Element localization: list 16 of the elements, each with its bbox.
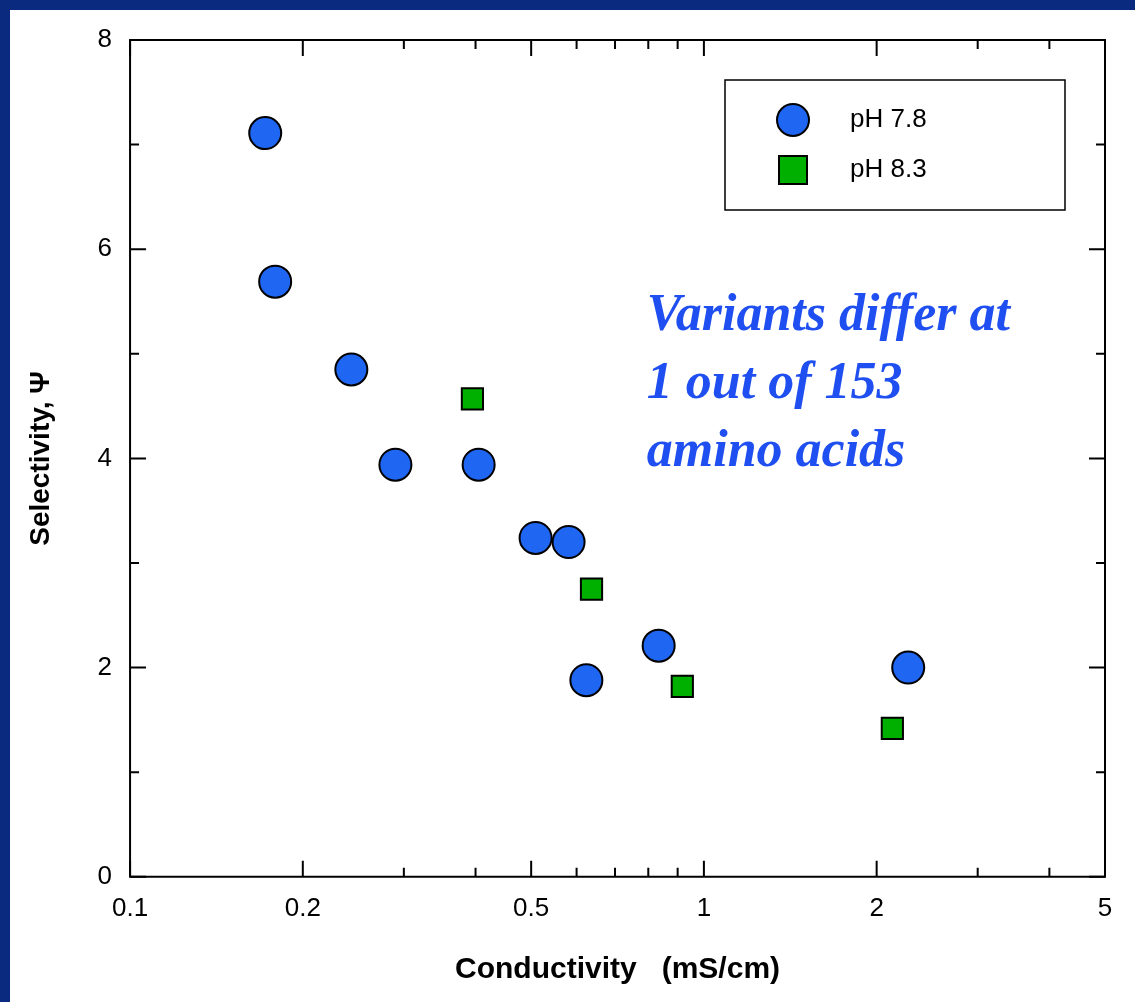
x-tick-label: 0.5: [513, 891, 550, 922]
y-tick-label: 8: [97, 23, 113, 54]
x-tick-label: 1: [696, 891, 712, 922]
legend-label: pH 7.8: [850, 103, 927, 134]
x-tick-label: 0.2: [284, 891, 321, 922]
x-tick-label: 0.1: [111, 891, 149, 922]
y-axis-title: Selectivity, Ψ: [23, 371, 55, 546]
y-tick-label: 0: [97, 859, 113, 890]
legend-label: pH 8.3: [850, 153, 927, 184]
y-tick-label: 2: [97, 650, 113, 681]
x-tick-label: 5: [1097, 891, 1113, 922]
y-tick-label: 6: [97, 232, 113, 263]
annotation: Variants differ at 1 out of 153 amino acids: [646, 284, 1012, 477]
x-tick-label: 2: [869, 891, 884, 922]
x-axis-title: Conductivity (mS/cm): [455, 951, 781, 985]
y-tick-label: 4: [97, 441, 113, 472]
